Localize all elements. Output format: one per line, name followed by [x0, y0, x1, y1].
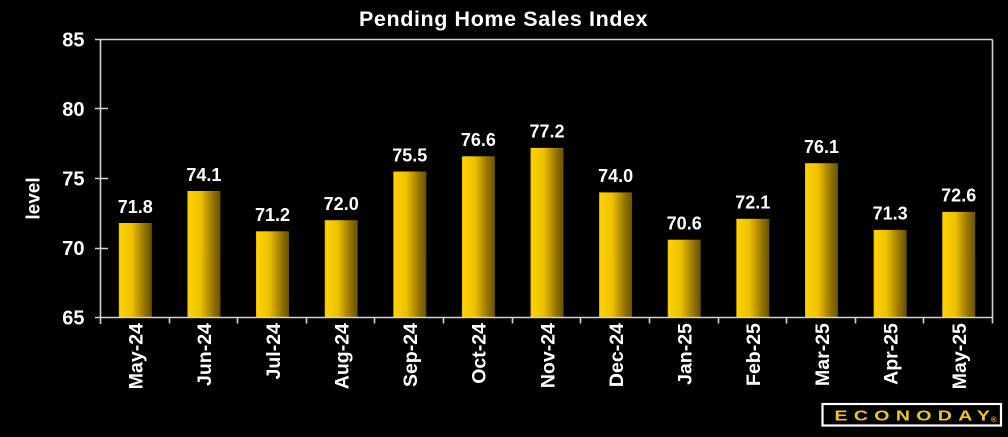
- svg-text:Aug-24: Aug-24: [332, 323, 354, 389]
- svg-text:Apr-25: Apr-25: [880, 323, 902, 385]
- svg-text:Nov-24: Nov-24: [537, 323, 559, 388]
- svg-text:72.0: 72.0: [324, 194, 359, 214]
- svg-text:Dec-24: Dec-24: [606, 323, 628, 387]
- svg-text:72.1: 72.1: [735, 193, 770, 213]
- svg-text:65: 65: [62, 308, 84, 330]
- svg-text:74.1: 74.1: [186, 165, 221, 185]
- svg-text:76.6: 76.6: [461, 130, 496, 150]
- svg-text:ECONODAY: ECONODAY: [835, 407, 997, 424]
- svg-text:76.1: 76.1: [804, 137, 839, 157]
- svg-text:May-25: May-25: [949, 323, 971, 389]
- svg-text:Jun-24: Jun-24: [194, 323, 216, 386]
- svg-text:74.0: 74.0: [598, 166, 633, 186]
- svg-text:Feb-25: Feb-25: [743, 323, 765, 386]
- svg-text:72.6: 72.6: [941, 186, 976, 206]
- svg-text:Sep-24: Sep-24: [400, 323, 422, 387]
- svg-text:77.2: 77.2: [529, 122, 564, 142]
- svg-text:Mar-25: Mar-25: [812, 323, 834, 386]
- svg-text:80: 80: [62, 99, 84, 121]
- svg-text:Oct-24: Oct-24: [469, 323, 491, 384]
- svg-text:75.5: 75.5: [392, 145, 427, 165]
- svg-text:75: 75: [62, 169, 84, 191]
- svg-text:Jul-24: Jul-24: [263, 323, 285, 380]
- svg-text:May-24: May-24: [126, 323, 148, 389]
- svg-text:71.3: 71.3: [873, 204, 908, 224]
- svg-text:70: 70: [62, 238, 84, 260]
- svg-text:level: level: [23, 177, 44, 219]
- svg-text:71.8: 71.8: [118, 197, 153, 217]
- svg-text:85: 85: [62, 30, 84, 52]
- svg-text:Jan-25: Jan-25: [675, 323, 697, 385]
- svg-text:71.2: 71.2: [255, 205, 290, 225]
- svg-text:Pending Home Sales Index: Pending Home Sales Index: [359, 7, 648, 31]
- svg-text:70.6: 70.6: [667, 214, 702, 234]
- svg-text:®: ®: [991, 415, 997, 424]
